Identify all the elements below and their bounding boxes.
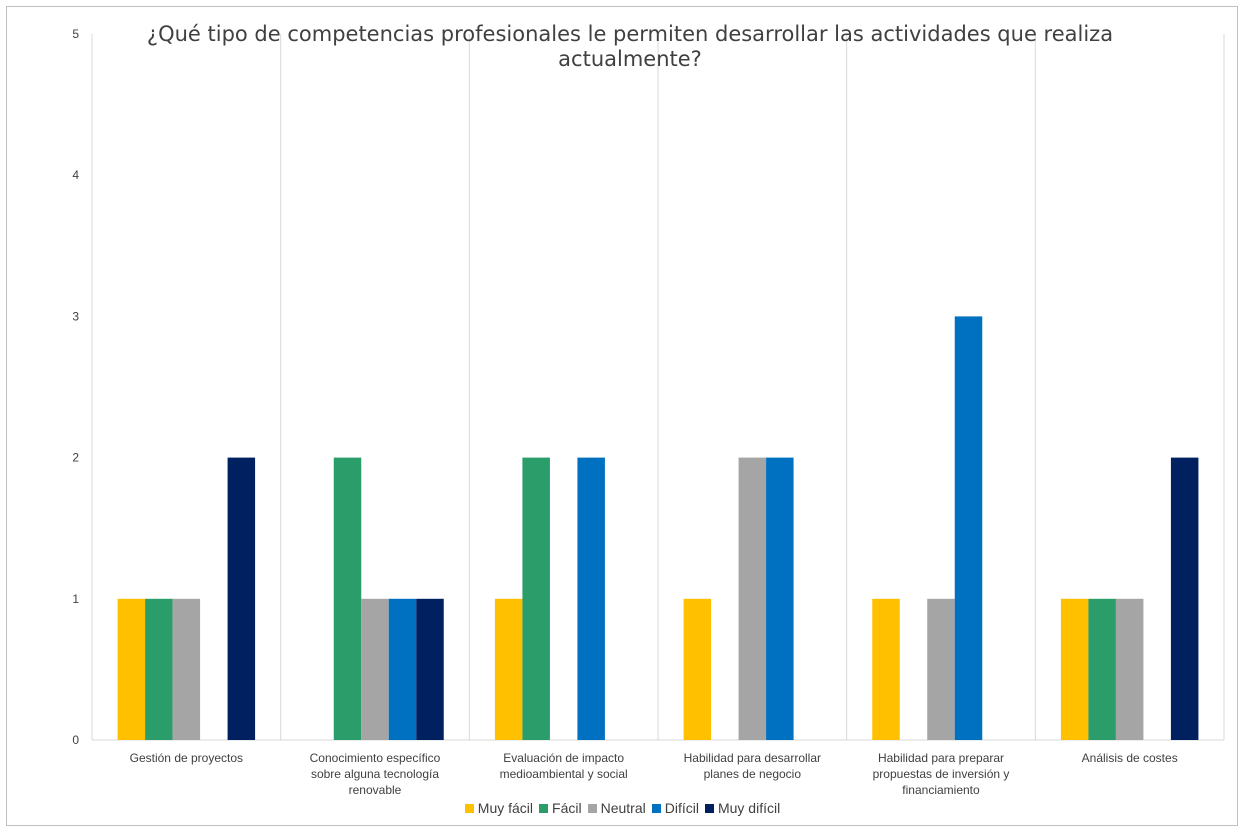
bar	[1060, 598, 1089, 740]
category-label: Evaluación de impacto	[503, 751, 624, 765]
bar	[927, 598, 955, 740]
bar	[361, 598, 389, 740]
y-tick-label: 0	[72, 733, 79, 747]
category-label: Habilidad para preparar	[878, 751, 1004, 765]
bar	[145, 598, 173, 740]
legend-swatch	[587, 804, 597, 813]
category-label: renovable	[349, 783, 402, 797]
bar	[577, 457, 605, 740]
category-label: Análisis de costes	[1082, 751, 1178, 765]
bar	[494, 598, 523, 740]
bar	[522, 457, 550, 740]
bar	[683, 598, 712, 740]
chart-legend: Muy fácil Fácil Neutral Difícil Muy difícil	[0, 800, 1245, 816]
chart-frame	[6, 6, 1238, 826]
category-label: Habilidad para desarrollar	[684, 751, 821, 765]
legend-swatch	[464, 804, 474, 813]
legend-label: Neutral	[600, 800, 646, 816]
bar	[388, 598, 417, 740]
category-label: financiamiento	[902, 783, 980, 797]
legend-item: Muy difícil	[704, 800, 781, 816]
bar	[1088, 598, 1116, 740]
legend-item: Neutral	[587, 800, 646, 816]
legend-swatch	[651, 804, 661, 813]
y-tick-label: 1	[72, 592, 79, 606]
legend-label: Muy difícil	[717, 800, 781, 816]
bar	[1170, 457, 1199, 740]
legend-item: Fácil	[539, 800, 582, 816]
bar	[1115, 598, 1144, 740]
legend-label: Fácil	[552, 800, 582, 816]
legend-item: Difícil	[651, 800, 699, 816]
y-tick-label: 3	[72, 309, 79, 323]
category-label: planes de negocio	[704, 767, 802, 781]
bar	[172, 598, 201, 740]
category-label: propuestas de inversión y	[873, 767, 1010, 781]
bar	[416, 598, 444, 740]
legend-label: Difícil	[664, 800, 699, 816]
bar	[954, 316, 983, 740]
chart-title-line-2: actualmente?	[558, 47, 702, 71]
category-label: medioambiental y social	[500, 767, 628, 781]
y-tick-label: 5	[72, 27, 79, 41]
bar	[738, 457, 767, 740]
legend-swatch	[704, 804, 714, 813]
y-tick-label: 2	[72, 451, 79, 465]
bar	[227, 457, 256, 740]
bar	[766, 457, 794, 740]
chart-title-line-1: ¿Qué tipo de competencias profesionales …	[146, 22, 1114, 46]
category-label: Conocimiento específico	[310, 751, 441, 765]
bar	[333, 457, 362, 740]
category-label: Gestión de proyectos	[130, 751, 243, 765]
bar	[872, 598, 900, 740]
y-tick-label: 4	[72, 168, 79, 182]
legend-item: Muy fácil	[464, 800, 534, 816]
category-label: sobre alguna tecnología	[311, 767, 439, 781]
bar	[117, 598, 146, 740]
legend-label: Muy fácil	[477, 800, 534, 816]
legend-swatch	[539, 804, 549, 813]
